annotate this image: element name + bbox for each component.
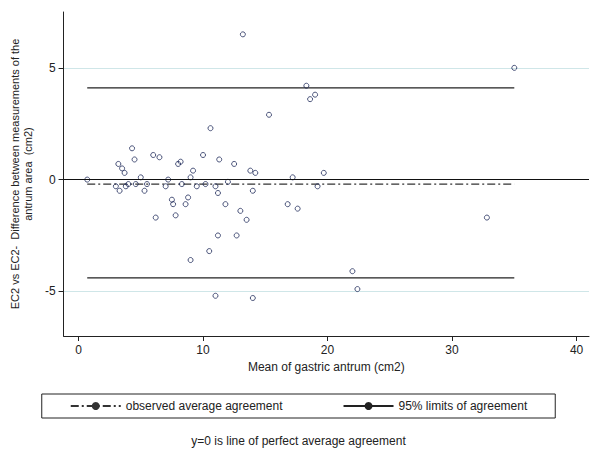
svg-text:0: 0 — [49, 173, 56, 187]
svg-text:-5: -5 — [45, 284, 56, 298]
svg-text:30: 30 — [445, 343, 459, 357]
svg-text:20: 20 — [321, 343, 335, 357]
svg-text:Mean of gastric antrum (cm2): Mean of gastric antrum (cm2) — [248, 360, 405, 374]
svg-text:40: 40 — [570, 343, 584, 357]
svg-text:observed average agreement: observed average agreement — [126, 399, 283, 413]
svg-text:antrum area (cm2): antrum area (cm2) — [22, 127, 34, 221]
svg-text:EC2 vs EC2- Difference betwee: EC2 vs EC2- Difference between measureme… — [9, 39, 21, 310]
svg-text:y=0 is line of perfect average: y=0 is line of perfect average agreement — [191, 434, 406, 448]
svg-text:0: 0 — [75, 343, 82, 357]
svg-text:10: 10 — [196, 343, 210, 357]
svg-text:5: 5 — [49, 61, 56, 75]
svg-text:95% limits of agreement: 95% limits of agreement — [399, 399, 528, 413]
